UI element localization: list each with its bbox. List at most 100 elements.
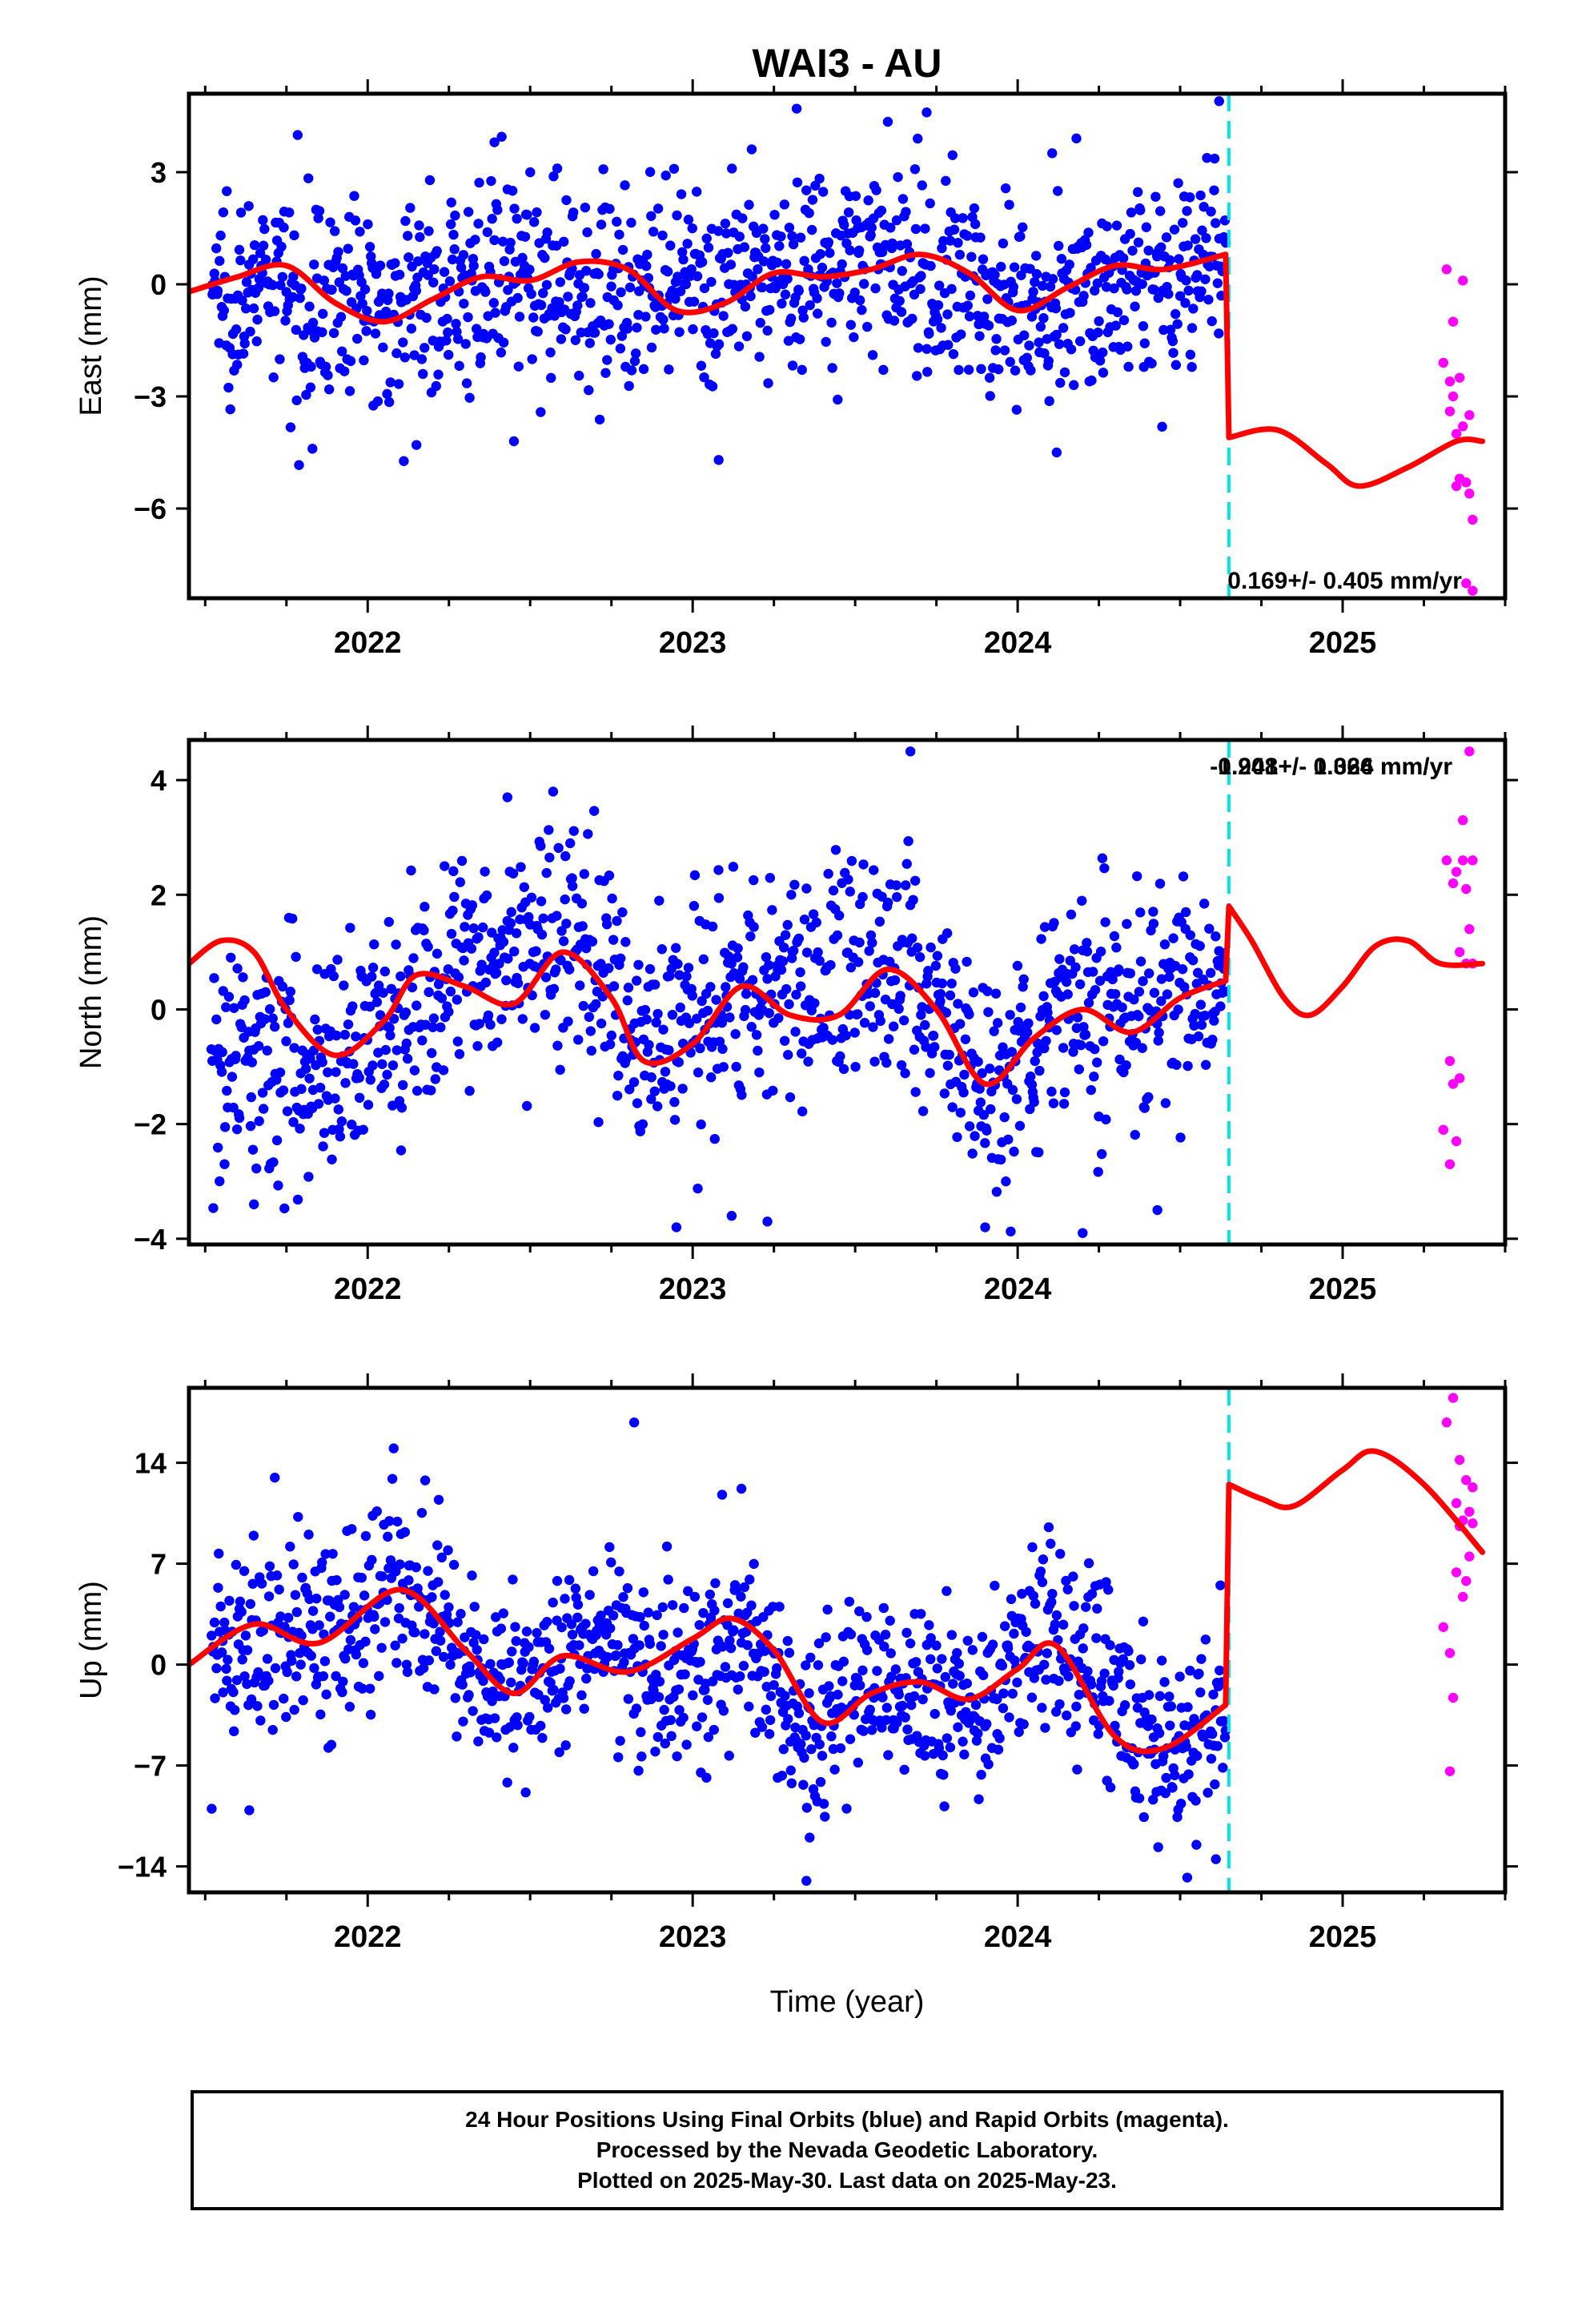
- final-orbit-point: [628, 1417, 640, 1428]
- final-orbit-point: [1177, 964, 1188, 975]
- final-orbit-point: [335, 1132, 346, 1142]
- final-orbit-point: [678, 1712, 689, 1723]
- final-orbit-point: [793, 1708, 805, 1719]
- final-orbit-point: [1154, 1691, 1166, 1702]
- final-orbit-point: [733, 1684, 743, 1695]
- final-orbit-point: [337, 263, 348, 274]
- final-orbit-point: [450, 1693, 460, 1703]
- final-orbit-point: [508, 1574, 518, 1585]
- final-orbit-point: [291, 951, 301, 963]
- final-orbit-point: [680, 1252, 689, 1262]
- final-orbit-point: [1056, 254, 1067, 264]
- final-orbit-point: [1183, 285, 1194, 296]
- final-orbit-point: [414, 1602, 424, 1612]
- rapid-orbit-point: [1461, 477, 1472, 488]
- final-orbit-point: [339, 1029, 351, 1040]
- final-orbit-point: [1051, 1610, 1062, 1621]
- final-orbit-point: [262, 1045, 272, 1056]
- final-orbit-point: [317, 1057, 327, 1068]
- final-orbit-point: [498, 936, 509, 947]
- final-orbit-point: [469, 1602, 480, 1612]
- final-orbit-point: [909, 875, 921, 886]
- final-orbit-point: [709, 1605, 720, 1616]
- final-orbit-point: [1025, 263, 1035, 274]
- final-orbit-point: [604, 1623, 616, 1634]
- final-orbit-point: [1122, 284, 1132, 295]
- final-orbit-point: [555, 277, 565, 287]
- final-orbit-point: [1161, 232, 1172, 243]
- final-orbit-point: [1175, 1132, 1186, 1143]
- final-orbit-point: [307, 1606, 319, 1616]
- final-orbit-point: [365, 1709, 376, 1720]
- final-orbit-point: [729, 1625, 739, 1635]
- final-orbit-point: [917, 1694, 928, 1705]
- final-orbit-point: [228, 1726, 239, 1737]
- final-orbit-point: [507, 186, 518, 196]
- final-orbit-point: [1130, 1129, 1140, 1140]
- final-orbit-point: [218, 1687, 228, 1698]
- final-orbit-point: [252, 314, 263, 325]
- final-orbit-point: [283, 1612, 294, 1623]
- final-orbit-point: [964, 1121, 975, 1132]
- final-orbit-point: [585, 1026, 596, 1036]
- final-orbit-point: [859, 1018, 870, 1028]
- final-orbit-point: [677, 247, 688, 257]
- final-orbit-point: [294, 460, 304, 470]
- final-orbit-point: [997, 1660, 1008, 1671]
- final-orbit-point: [795, 981, 806, 991]
- final-orbit-point: [797, 1048, 807, 1059]
- final-orbit-point: [980, 1138, 990, 1148]
- final-orbit-point: [564, 1676, 575, 1687]
- final-orbit-point: [424, 987, 434, 998]
- final-orbit-point: [885, 223, 896, 233]
- final-orbit-point: [1139, 1103, 1150, 1113]
- final-orbit-point: [689, 296, 700, 307]
- final-orbit-point: [253, 283, 264, 293]
- final-orbit-point: [636, 1727, 646, 1738]
- final-orbit-point: [874, 916, 885, 927]
- final-orbit-point: [1122, 341, 1133, 352]
- final-orbit-point: [303, 1172, 314, 1182]
- final-orbit-point: [611, 1650, 621, 1661]
- final-orbit-point: [791, 103, 802, 114]
- final-orbit-point: [638, 364, 649, 375]
- final-orbit-point: [665, 240, 676, 251]
- final-orbit-point: [604, 1039, 616, 1050]
- rapid-orbit-point: [1454, 1073, 1465, 1084]
- final-orbit-point: [938, 1750, 948, 1761]
- final-orbit-point: [1148, 1795, 1158, 1805]
- final-orbit-point: [891, 215, 902, 226]
- final-orbit-point: [1075, 1039, 1086, 1051]
- final-orbit-point: [713, 455, 724, 465]
- final-orbit-point: [1185, 349, 1196, 360]
- final-orbit-point: [520, 231, 531, 242]
- final-orbit-point: [551, 964, 561, 975]
- final-orbit-point: [536, 1720, 546, 1731]
- final-orbit-point: [652, 1731, 664, 1743]
- final-orbit-point: [317, 1557, 327, 1568]
- rapid-orbit-point: [1451, 1498, 1462, 1509]
- final-orbit-point: [787, 360, 798, 371]
- final-orbit-point: [1001, 1176, 1011, 1187]
- final-orbit-point: [947, 150, 958, 160]
- final-orbit-point: [1072, 1012, 1083, 1023]
- final-orbit-point: [674, 327, 685, 337]
- final-orbit-point: [1169, 224, 1180, 235]
- final-orbit-point: [583, 829, 593, 839]
- final-orbit-point: [1196, 286, 1207, 296]
- final-orbit-point: [365, 1683, 375, 1694]
- final-orbit-point: [925, 1068, 935, 1079]
- final-orbit-point: [281, 1711, 291, 1723]
- final-orbit-point: [1126, 207, 1137, 218]
- final-orbit-point: [1137, 1043, 1147, 1053]
- final-orbit-point: [424, 175, 436, 186]
- final-orbit-point: [314, 206, 325, 216]
- final-orbit-point: [1058, 1619, 1069, 1630]
- final-orbit-point: [797, 364, 807, 376]
- final-orbit-point: [1039, 348, 1050, 359]
- final-orbit-point: [663, 1574, 673, 1585]
- final-orbit-point: [486, 175, 496, 187]
- final-orbit-point: [400, 215, 411, 227]
- final-orbit-point: [1152, 1204, 1162, 1216]
